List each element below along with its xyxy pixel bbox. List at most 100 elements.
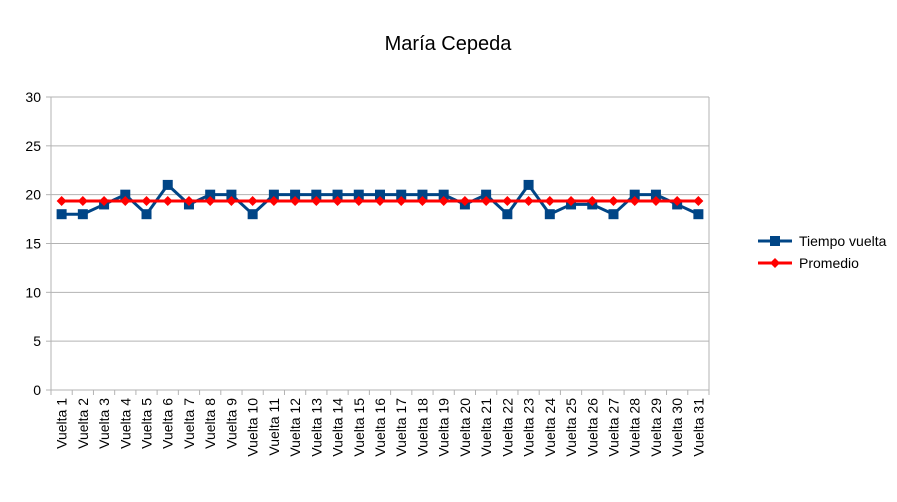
x-tick-label: Vuelta 20 (457, 398, 473, 457)
x-tick-label: Vuelta 14 (330, 398, 346, 457)
y-tick-label: 15 (25, 236, 41, 252)
data-point (226, 189, 237, 200)
data-point (247, 209, 258, 220)
data-point (332, 196, 343, 207)
data-point (502, 209, 513, 220)
data-point (205, 189, 216, 200)
x-tick-label: Vuelta 16 (372, 398, 388, 457)
x-tick-label: Vuelta 25 (563, 398, 579, 457)
data-point (353, 196, 364, 207)
chart-title: María Cepeda (385, 33, 513, 55)
data-point (629, 196, 640, 207)
x-tick-label: Vuelta 17 (393, 398, 409, 457)
legend: Tiempo vuelta Promedio (758, 233, 887, 271)
data-point (396, 189, 407, 200)
x-tick-label: Vuelta 13 (308, 398, 324, 457)
x-tick-label: Vuelta 11 (266, 398, 282, 456)
x-tick-label: Vuelta 18 (414, 398, 430, 457)
data-point (544, 209, 555, 220)
legend-item: Tiempo vuelta (758, 233, 887, 249)
x-tick-label: Vuelta 12 (287, 398, 303, 457)
legend-item: Promedio (758, 255, 859, 271)
data-point (502, 196, 513, 207)
data-point (523, 196, 534, 207)
data-point (523, 179, 534, 190)
x-tick-label: Vuelta 3 (96, 398, 112, 449)
data-point (77, 196, 88, 207)
data-point (629, 189, 640, 200)
data-point (650, 196, 661, 207)
series-group (56, 179, 704, 220)
y-tick-label: 10 (25, 284, 41, 300)
x-tick-label: Vuelta 19 (436, 398, 452, 457)
data-point (417, 196, 428, 207)
data-point (438, 196, 449, 207)
data-point (396, 196, 407, 207)
data-point (311, 189, 322, 200)
x-tick-label: Vuelta 30 (669, 398, 685, 457)
x-tick-label: Vuelta 27 (605, 398, 621, 457)
data-point (693, 209, 704, 220)
grid-lines (51, 96, 709, 391)
data-point (247, 196, 258, 207)
x-tick-label: Vuelta 23 (521, 398, 537, 457)
y-tick-label: 25 (25, 138, 41, 154)
x-tick-label: Vuelta 6 (160, 398, 176, 449)
data-point (183, 196, 194, 207)
x-tick-label: Vuelta 31 (690, 398, 706, 457)
data-point (566, 196, 577, 207)
y-tick-label: 20 (25, 187, 41, 203)
legend-label: Promedio (799, 255, 859, 271)
data-point (77, 209, 88, 220)
x-tick-label: Vuelta 9 (223, 398, 239, 449)
data-point (226, 196, 237, 207)
data-point (481, 196, 492, 207)
data-point (438, 189, 449, 200)
data-point (290, 196, 301, 207)
x-tick-label: Vuelta 28 (627, 398, 643, 457)
x-tick-label: Vuelta 22 (499, 398, 515, 457)
data-point (459, 196, 470, 207)
legend-marker (770, 236, 780, 246)
x-tick-label: Vuelta 24 (542, 398, 558, 457)
legend-marker (770, 258, 780, 268)
x-tick-label: Vuelta 7 (181, 398, 197, 449)
data-point (375, 189, 385, 200)
y-tick-label: 30 (25, 89, 41, 105)
data-point (544, 196, 555, 207)
data-point (693, 196, 704, 207)
y-tick-label: 0 (33, 382, 41, 398)
x-tick-label: Vuelta 8 (202, 398, 218, 449)
data-point (56, 209, 67, 220)
x-tick-label: Vuelta 21 (478, 398, 494, 457)
data-point (650, 189, 661, 200)
data-point (608, 209, 619, 220)
data-point (141, 209, 152, 220)
x-tick-label: Vuelta 2 (75, 398, 91, 449)
x-tick-label: Vuelta 10 (245, 398, 261, 457)
x-tick-label: Vuelta 29 (648, 398, 664, 457)
x-tick-label: Vuelta 1 (54, 398, 70, 449)
legend-label: Tiempo vuelta (799, 233, 887, 249)
y-tick-label: 5 (33, 333, 41, 349)
data-point (141, 196, 152, 207)
data-point (375, 196, 385, 207)
series-promedio (56, 196, 704, 207)
data-point (587, 196, 598, 207)
data-point (290, 189, 301, 200)
data-point (268, 189, 279, 200)
data-point (353, 189, 364, 200)
data-point (120, 196, 131, 207)
data-point (672, 196, 683, 207)
data-point (268, 196, 279, 207)
y-axis-ticks: 0 5 10 15 20 25 30 (25, 89, 51, 398)
data-point (205, 196, 216, 207)
data-point (608, 196, 619, 207)
x-tick-label: Vuelta 5 (139, 398, 155, 449)
data-point (481, 189, 492, 200)
x-tick-label: Vuelta 15 (351, 398, 367, 457)
x-tick-label: Vuelta 26 (584, 398, 600, 457)
data-point (99, 196, 110, 207)
data-point (162, 196, 173, 207)
